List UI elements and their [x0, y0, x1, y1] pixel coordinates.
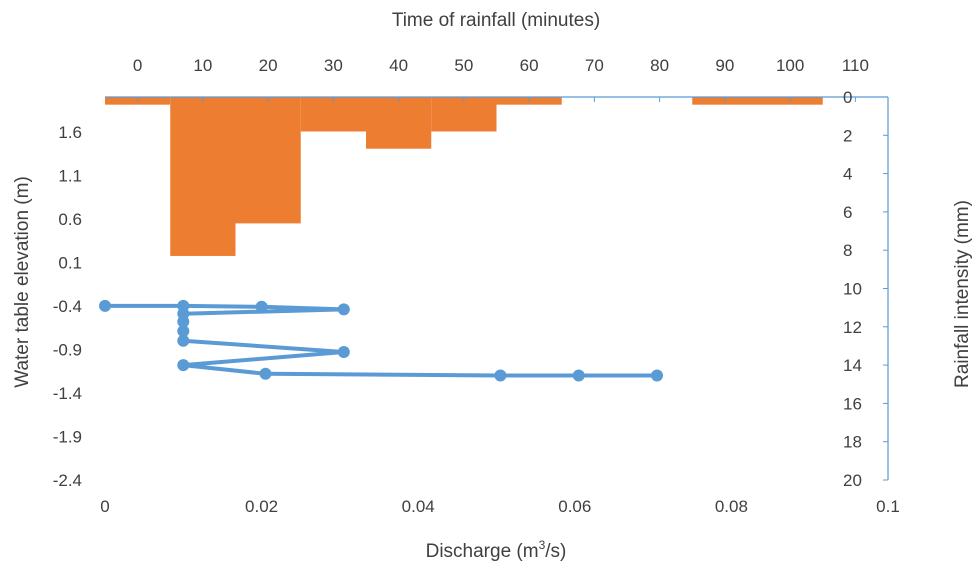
- top-axis-title: Time of rainfall (minutes): [392, 10, 600, 31]
- water-table-point: [259, 367, 272, 380]
- right-tick-label: 10: [843, 280, 862, 299]
- right-tick-label: 8: [843, 241, 852, 260]
- right-tick-label: 4: [843, 165, 852, 184]
- water-table-point: [572, 369, 585, 382]
- bottom-tick-label: 0.1: [876, 497, 900, 516]
- top-tick-label: 10: [193, 56, 212, 75]
- left-tick-label: 1.1: [58, 166, 82, 185]
- water-table-point: [337, 346, 350, 359]
- left-tick-label: -0.4: [53, 297, 82, 316]
- right-tick-label: 0: [843, 88, 852, 107]
- water-table-point: [177, 315, 190, 328]
- top-tick-label: 90: [715, 56, 734, 75]
- rainfall-bar: [431, 97, 497, 132]
- left-tick-label: -1.4: [53, 384, 82, 403]
- bottom-tick-label: 0.04: [402, 497, 435, 516]
- water-table-point: [177, 359, 190, 372]
- top-tick-label: 50: [454, 56, 473, 75]
- left-tick-label: 0.6: [58, 210, 82, 229]
- water-table-point: [494, 369, 507, 382]
- water-table-point: [99, 299, 111, 312]
- left-tick-label: -2.4: [53, 471, 82, 490]
- right-tick-label: 16: [843, 394, 862, 413]
- right-tick-label: 14: [843, 356, 862, 375]
- left-tick-label: -0.9: [53, 340, 82, 359]
- right-tick-label: 20: [843, 471, 862, 490]
- left-tick-label: 1.6: [58, 123, 82, 142]
- left-tick-label: 0.1: [58, 253, 82, 272]
- water-table-point: [255, 300, 268, 313]
- right-tick-label: 2: [843, 126, 852, 145]
- water-table-point: [337, 303, 350, 316]
- top-tick-label: 110: [842, 56, 869, 75]
- bottom-tick-label: 0: [100, 497, 109, 516]
- top-tick-label: 80: [650, 56, 669, 75]
- bottom-tick-label: 0.02: [245, 497, 278, 516]
- water-table-point: [177, 325, 190, 338]
- top-tick-label: 20: [259, 56, 278, 75]
- rainfall-bar: [366, 97, 432, 149]
- rainfall-bar: [235, 97, 301, 224]
- bottom-tick-label: 0.06: [558, 497, 591, 516]
- water-table-point: [651, 369, 664, 382]
- right-tick-label: 18: [843, 433, 862, 452]
- top-tick-label: 0: [133, 56, 142, 75]
- top-tick-label: 70: [585, 56, 604, 75]
- right-tick-label: 12: [843, 318, 862, 337]
- rainfall-bar: [170, 97, 236, 256]
- bottom-tick-label: 0.08: [715, 497, 748, 516]
- top-tick-label: 60: [520, 56, 539, 75]
- bottom-axis-title: Discharge (m3/s): [426, 538, 567, 562]
- top-tick-label: 40: [389, 56, 408, 75]
- right-tick-label: 6: [843, 203, 852, 222]
- left-tick-label: -1.9: [53, 427, 82, 446]
- rainfall-bar: [300, 97, 366, 132]
- right-axis-title: Rainfall intensity (mm): [952, 200, 973, 388]
- left-axis-title: Water table elevation (m): [12, 176, 33, 388]
- water-table-point: [177, 334, 190, 347]
- top-tick-label: 100: [776, 56, 804, 75]
- top-tick-label: 30: [324, 56, 343, 75]
